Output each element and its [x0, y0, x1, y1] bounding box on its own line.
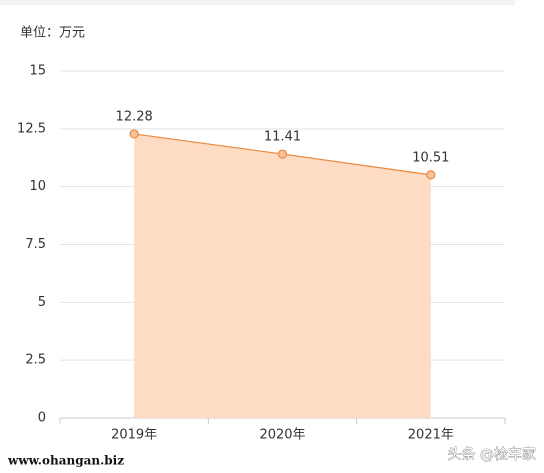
- y-tick-label: 5: [38, 295, 46, 310]
- area: [134, 133, 431, 418]
- unit-label: 单位：万元: [20, 26, 85, 41]
- data-label: 11.41: [264, 130, 301, 145]
- top-band: [0, 0, 515, 5]
- y-tick-label: 15: [29, 64, 46, 79]
- y-tick-label: 12.5: [17, 121, 46, 136]
- y-tick-label: 10: [29, 179, 46, 194]
- point: [426, 170, 436, 180]
- point: [277, 149, 288, 159]
- y-tick-label: 2.5: [25, 353, 46, 368]
- x-tick-label: 2021年: [408, 428, 454, 443]
- x-tick-label: 2019年: [111, 428, 157, 443]
- data-label: 10.51: [412, 150, 449, 165]
- data-label: 12.28: [116, 109, 153, 124]
- watermark-right: 头条 @检车家: [448, 446, 536, 463]
- y-tick-label: 7.5: [25, 237, 46, 252]
- x-tick-label: 2020年: [259, 428, 305, 443]
- point: [129, 129, 139, 139]
- watermark-left: www.ohangan.biz: [7, 454, 124, 468]
- y-tick-label: 0: [38, 411, 46, 426]
